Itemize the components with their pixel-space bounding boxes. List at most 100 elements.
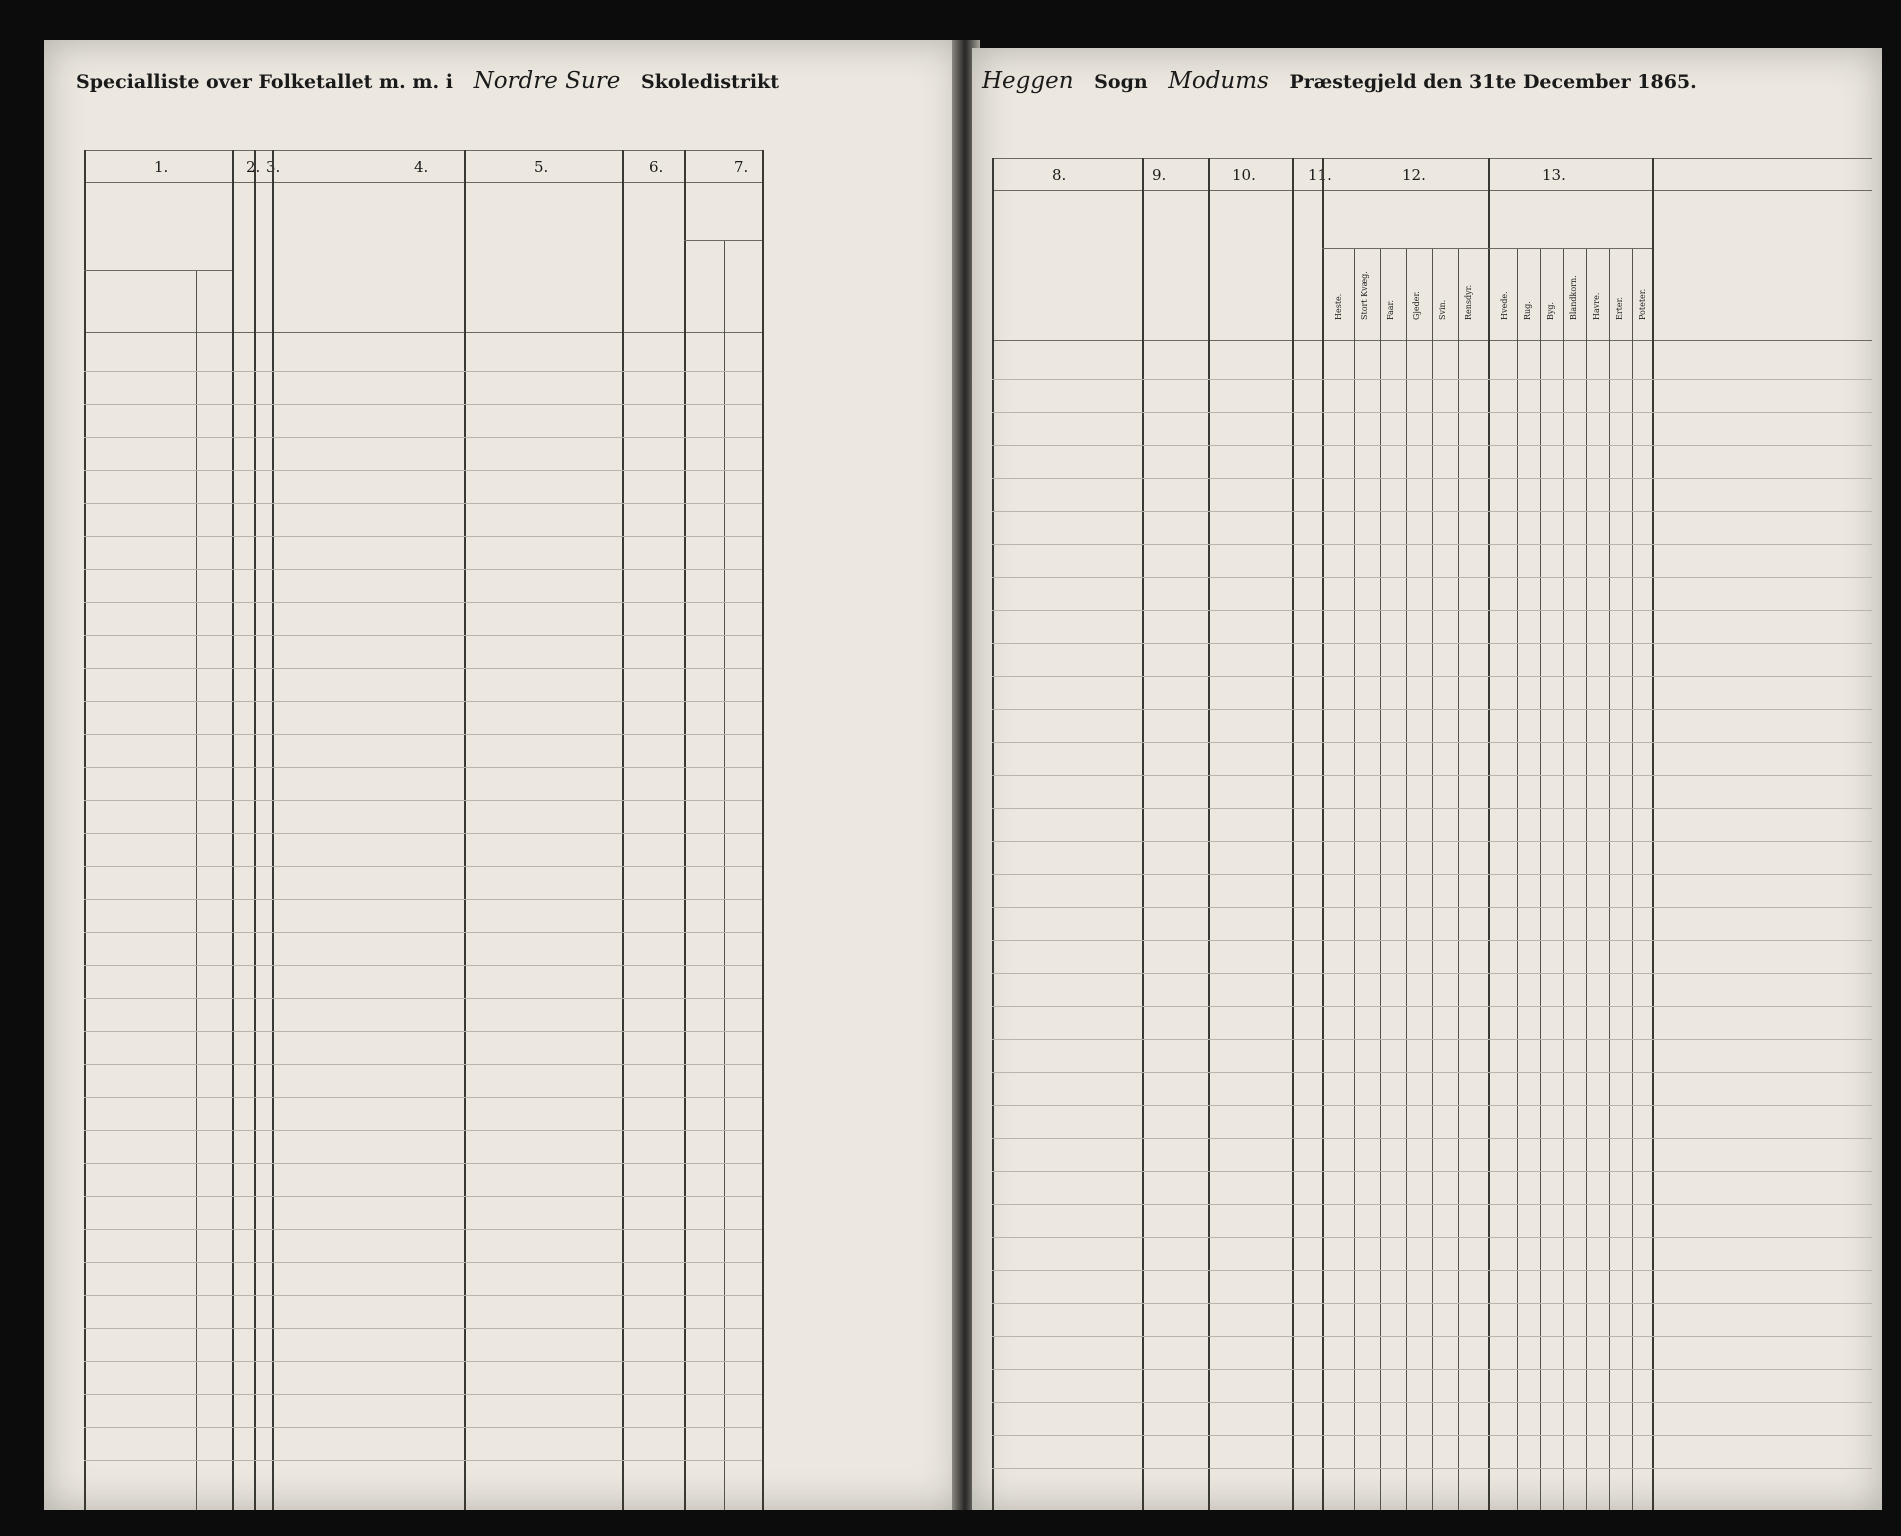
row-rule	[84, 371, 762, 372]
column-divider	[684, 150, 686, 1510]
stock-divider	[1406, 248, 1407, 1510]
row-rule	[84, 1229, 762, 1230]
column-divider-age	[724, 240, 725, 1510]
column-divider	[1322, 158, 1324, 1510]
column-number: 1.	[154, 158, 169, 176]
row-rule	[84, 767, 762, 768]
column-number: 6.	[649, 158, 664, 176]
column-divider	[464, 150, 466, 1510]
row-rule	[84, 1427, 762, 1428]
row-rule	[84, 1163, 762, 1164]
row-rule	[84, 1196, 762, 1197]
age-header-rule	[684, 240, 762, 241]
row-rule	[992, 577, 1872, 578]
row-rule	[84, 536, 762, 537]
column-divider	[84, 150, 86, 1510]
row-rule	[84, 602, 762, 603]
column-divider	[1208, 158, 1210, 1510]
column-divider	[272, 150, 274, 1510]
row-rule	[84, 734, 762, 735]
row-rule	[84, 1394, 762, 1395]
row-rule	[992, 1237, 1872, 1238]
column-number: 7.	[734, 158, 749, 176]
row-rule	[992, 1138, 1872, 1139]
row-rule	[84, 866, 762, 867]
row-rule	[992, 643, 1872, 644]
header-rule-top	[84, 150, 762, 151]
header-rule-numbers	[84, 182, 762, 183]
column-divider	[1652, 158, 1654, 1510]
stock-divider	[1354, 248, 1355, 1510]
parish-name: Heggen	[982, 68, 1074, 94]
row-rule	[992, 1072, 1872, 1073]
row-rule	[992, 1105, 1872, 1106]
row-rule	[992, 775, 1872, 776]
header-sowing-4: Havre.	[1592, 292, 1601, 320]
row-rule	[84, 1460, 762, 1461]
column-number: 9.	[1152, 166, 1167, 184]
column-divider	[1292, 158, 1294, 1510]
stock-divider	[1432, 248, 1433, 1510]
stock-divider	[1380, 248, 1381, 1510]
row-rule	[84, 1064, 762, 1065]
column-divider	[232, 150, 234, 1510]
row-rule	[84, 1031, 762, 1032]
row-rule	[84, 1262, 762, 1263]
header-livestock-0: Heste.	[1334, 293, 1343, 320]
row-rule	[992, 973, 1872, 974]
row-rule	[84, 800, 762, 801]
row-rule	[992, 1270, 1872, 1271]
row-rule	[84, 1295, 762, 1296]
row-rule	[84, 1097, 762, 1098]
heading-printed: Specialliste over Folketallet m. m. i	[76, 71, 453, 93]
row-rule	[992, 841, 1872, 842]
seed-divider	[1632, 248, 1633, 1510]
row-rule	[992, 709, 1872, 710]
district-name: Nordre Sure	[473, 68, 621, 94]
row-rule	[992, 676, 1872, 677]
stock-divider	[1458, 248, 1459, 1510]
row-rule	[84, 569, 762, 570]
header-livestock-5: Rensdyr.	[1464, 284, 1473, 320]
row-rule	[84, 932, 762, 933]
row-rule	[84, 404, 762, 405]
row-rule	[992, 940, 1872, 941]
header-livestock-1: Stort Kvæg.	[1360, 271, 1369, 320]
header-sowing-1: Rug.	[1523, 301, 1532, 320]
row-rule	[84, 1361, 762, 1362]
row-rule	[84, 1130, 762, 1131]
column-divider	[254, 150, 256, 1510]
row-rule	[84, 998, 762, 999]
row-rule	[84, 899, 762, 900]
column-number: 13.	[1542, 166, 1566, 184]
row-rule	[84, 668, 762, 669]
header-rule-top	[992, 158, 1872, 159]
header-rule-bottom	[84, 332, 762, 333]
stock-header-rule	[1322, 248, 1652, 249]
row-rule	[992, 1369, 1872, 1370]
row-rule	[992, 1006, 1872, 1007]
row-rule	[84, 701, 762, 702]
column-number: 4.	[414, 158, 429, 176]
name-header-rule	[84, 270, 232, 271]
row-rule	[992, 412, 1872, 413]
seed-divider	[1609, 248, 1610, 1510]
row-rule	[992, 907, 1872, 908]
column-number: 12.	[1402, 166, 1426, 184]
row-rule	[992, 379, 1872, 380]
row-rule	[84, 437, 762, 438]
header-sowing-0: Hvede.	[1500, 291, 1509, 320]
row-rule	[992, 808, 1872, 809]
row-rule	[992, 445, 1872, 446]
header-livestock-3: Gjeder.	[1412, 291, 1421, 320]
column-number: 5.	[534, 158, 549, 176]
row-rule	[84, 635, 762, 636]
column-divider	[992, 158, 994, 1510]
header-sowing-2: Byg.	[1546, 301, 1555, 320]
column-divider	[622, 150, 624, 1510]
header-livestock-4: Svin.	[1438, 299, 1447, 320]
row-rule	[84, 470, 762, 471]
row-rule	[84, 503, 762, 504]
column-divider-matr	[196, 270, 197, 1510]
row-rule	[992, 511, 1872, 512]
